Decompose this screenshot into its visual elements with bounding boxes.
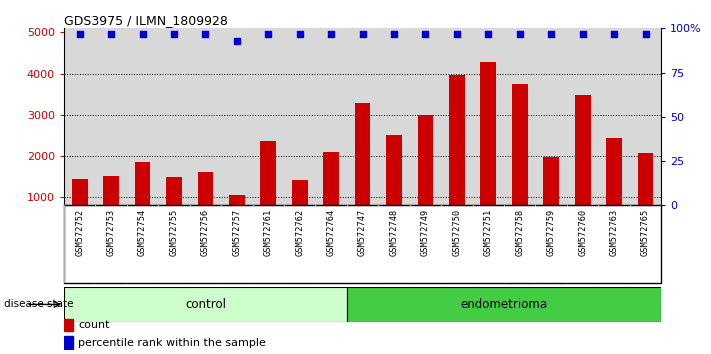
- Point: [483, 31, 494, 36]
- Point: [137, 31, 149, 36]
- Text: GSM572753: GSM572753: [107, 209, 116, 256]
- Text: GSM572749: GSM572749: [421, 209, 430, 256]
- Text: GSM572747: GSM572747: [358, 209, 367, 256]
- Text: GDS3975 / ILMN_1809928: GDS3975 / ILMN_1809928: [64, 14, 228, 27]
- Point: [451, 31, 463, 36]
- Bar: [284, 28, 316, 205]
- Point: [169, 31, 180, 36]
- Text: GSM572759: GSM572759: [547, 209, 556, 256]
- Bar: [442, 28, 473, 205]
- Point: [74, 31, 85, 36]
- Point: [514, 31, 525, 36]
- Bar: [473, 28, 504, 205]
- Bar: [599, 28, 630, 205]
- Point: [388, 31, 400, 36]
- Bar: [252, 28, 284, 205]
- Text: GSM572751: GSM572751: [484, 209, 493, 256]
- Bar: [324, 152, 339, 238]
- Text: GSM572763: GSM572763: [609, 209, 619, 256]
- Text: count: count: [78, 320, 109, 330]
- Bar: [260, 141, 276, 238]
- Bar: [355, 103, 370, 238]
- Text: endometrioma: endometrioma: [461, 298, 547, 311]
- Bar: [417, 115, 433, 238]
- Text: GSM572757: GSM572757: [232, 209, 241, 256]
- Bar: [95, 28, 127, 205]
- Bar: [543, 157, 559, 238]
- Text: GSM572761: GSM572761: [264, 209, 273, 256]
- Bar: [481, 62, 496, 238]
- Text: control: control: [185, 298, 226, 311]
- Text: GSM572752: GSM572752: [75, 209, 84, 256]
- Bar: [504, 28, 535, 205]
- Point: [294, 31, 306, 36]
- Text: GSM572764: GSM572764: [326, 209, 336, 256]
- Bar: [134, 162, 151, 238]
- Bar: [378, 28, 410, 205]
- Bar: [347, 28, 378, 205]
- Point: [577, 31, 588, 36]
- Bar: [606, 138, 622, 238]
- Bar: [72, 178, 87, 238]
- Bar: [229, 195, 245, 238]
- Bar: [386, 135, 402, 238]
- Text: GSM572754: GSM572754: [138, 209, 147, 256]
- Point: [640, 31, 651, 36]
- Text: GSM572765: GSM572765: [641, 209, 650, 256]
- Text: percentile rank within the sample: percentile rank within the sample: [78, 338, 266, 348]
- Bar: [535, 28, 567, 205]
- Bar: [166, 177, 182, 238]
- Bar: [574, 95, 591, 238]
- Bar: [64, 28, 95, 205]
- Bar: [630, 28, 661, 205]
- Bar: [190, 28, 221, 205]
- Point: [231, 38, 242, 44]
- Bar: [64, 319, 73, 331]
- Point: [262, 31, 274, 36]
- Text: GSM572748: GSM572748: [390, 209, 399, 256]
- Bar: [127, 28, 159, 205]
- Point: [609, 31, 620, 36]
- Bar: [221, 28, 252, 205]
- Text: GSM572762: GSM572762: [295, 209, 304, 256]
- Bar: [567, 28, 599, 205]
- Point: [200, 31, 211, 36]
- Point: [326, 31, 337, 36]
- Bar: [410, 28, 442, 205]
- Bar: [64, 336, 73, 349]
- Text: GSM572755: GSM572755: [169, 209, 178, 256]
- Point: [419, 31, 431, 36]
- Point: [105, 31, 117, 36]
- Bar: [64, 287, 347, 322]
- Bar: [292, 180, 308, 238]
- Point: [357, 31, 368, 36]
- Point: [545, 31, 557, 36]
- Text: GSM572756: GSM572756: [201, 209, 210, 256]
- Bar: [103, 176, 119, 238]
- Bar: [316, 28, 347, 205]
- Bar: [449, 75, 465, 238]
- Text: GSM572760: GSM572760: [578, 209, 587, 256]
- Bar: [198, 172, 213, 238]
- Text: disease state: disease state: [4, 299, 73, 309]
- Text: GSM572750: GSM572750: [452, 209, 461, 256]
- Bar: [159, 28, 190, 205]
- Bar: [512, 84, 528, 238]
- Bar: [638, 153, 653, 238]
- Bar: [347, 287, 661, 322]
- Text: GSM572758: GSM572758: [515, 209, 524, 256]
